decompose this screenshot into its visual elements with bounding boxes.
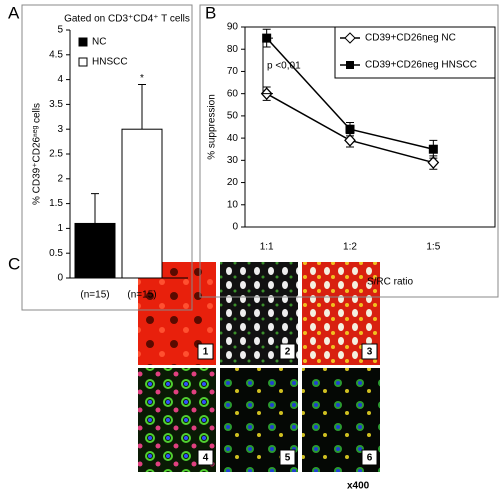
bar — [121, 128, 163, 279]
y-tick-label: 2.5 — [49, 149, 63, 160]
legend-swatch — [78, 57, 88, 67]
x-tick-label: (n=15) — [127, 290, 156, 301]
y-tick-label: 3.5 — [49, 99, 63, 110]
y-axis-label: % CD39⁺CD26ⁿᵉᵍ cells — [32, 103, 43, 205]
chart-title: Gated on CD3⁺CD4⁺ T cells — [64, 14, 190, 25]
x-tick-label: 1:5 — [426, 242, 440, 253]
legend-label: CD39+CD26neg NC — [365, 33, 456, 44]
legend-marker — [346, 61, 354, 69]
legend-label: NC — [92, 37, 106, 48]
y-tick-label: 0.5 — [49, 248, 63, 259]
y-tick-label: 4 — [57, 74, 63, 85]
panel-frame — [199, 4, 499, 298]
y-tick-label: 3 — [57, 124, 63, 135]
y-tick-label: 1 — [57, 223, 63, 234]
bracket — [262, 37, 273, 95]
y-tick-label: 5 — [57, 25, 63, 36]
y-tick-label: 2 — [57, 173, 63, 184]
y-tick-label: 30 — [227, 155, 239, 166]
image-label-box — [197, 449, 214, 466]
image-label: 2 — [285, 347, 291, 358]
panel-label: C — [8, 254, 20, 273]
y-tick-label: 1.5 — [49, 198, 63, 209]
legend-frame — [334, 26, 496, 79]
x-tick-label: 1:2 — [343, 242, 357, 253]
y-tick-label: 40 — [227, 133, 239, 144]
magnification: x400 — [347, 481, 370, 492]
panel-frame — [21, 4, 193, 311]
legend-marker — [344, 32, 356, 44]
image-label: 1 — [203, 347, 209, 358]
y-tick-label: 0 — [232, 222, 238, 233]
image-label: 6 — [367, 453, 373, 464]
x-tick-label: 1:1 — [260, 242, 274, 253]
image-label-box — [197, 343, 214, 360]
x-axis-label: S/RC ratio — [367, 277, 414, 288]
x-tick-label: (n=15) — [80, 290, 109, 301]
marker — [428, 144, 438, 154]
y-tick-label: 90 — [227, 22, 239, 33]
panel-label: A — [8, 3, 20, 22]
panel-label: B — [205, 3, 216, 22]
image-label-box — [361, 449, 378, 466]
image-label: 5 — [285, 453, 291, 464]
image-label-box — [279, 343, 296, 360]
y-tick-label: 60 — [227, 88, 239, 99]
image-label-box — [279, 449, 296, 466]
legend-swatch — [78, 37, 88, 47]
image-label: 3 — [367, 347, 373, 358]
image-label: 4 — [203, 453, 209, 464]
plot-frame — [244, 26, 496, 228]
significance-mark: * — [140, 73, 144, 84]
marker — [345, 124, 355, 134]
y-tick-label: 20 — [227, 177, 239, 188]
y-axis-label: % suppression — [207, 94, 218, 160]
marker — [427, 156, 440, 170]
panel-c — [138, 262, 380, 472]
y-tick-label: 70 — [227, 66, 239, 77]
y-tick-label: 4.5 — [49, 49, 63, 60]
p-value: p <0,01 — [267, 61, 301, 72]
marker — [344, 133, 356, 147]
y-tick-label: 0 — [57, 273, 63, 284]
y-tick-label: 80 — [227, 44, 239, 55]
bar — [74, 222, 116, 279]
y-tick-label: 10 — [227, 199, 239, 210]
y-tick-label: 50 — [227, 111, 239, 122]
legend-label: CD39+CD26neg HNSCC — [365, 60, 477, 71]
legend-label: HNSCC — [92, 57, 128, 68]
image-label-box — [361, 343, 378, 360]
